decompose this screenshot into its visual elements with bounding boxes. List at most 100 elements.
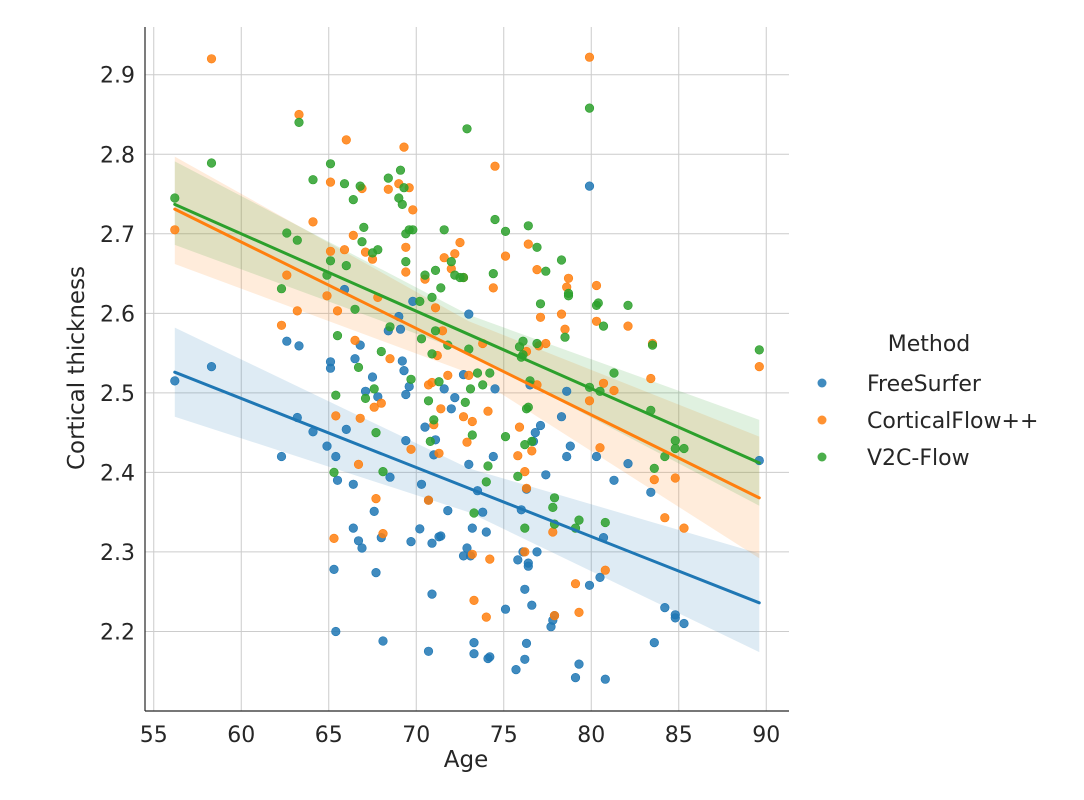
data-point <box>469 637 479 648</box>
data-point <box>406 536 416 547</box>
data-point <box>679 523 689 533</box>
data-point <box>520 547 530 557</box>
data-point <box>430 326 441 336</box>
data-point <box>532 242 542 252</box>
x-tick-label: 55 <box>140 723 168 748</box>
data-point <box>378 528 388 539</box>
data-point <box>530 428 540 438</box>
data-point <box>332 306 343 316</box>
data-point <box>439 253 449 263</box>
data-point <box>329 533 339 544</box>
data-point <box>325 159 336 169</box>
data-point <box>500 226 511 236</box>
regression-line <box>173 370 761 605</box>
x-tick-label: 65 <box>315 723 343 748</box>
data-point <box>591 280 602 291</box>
data-point <box>565 441 575 451</box>
data-point <box>488 283 498 293</box>
x-tick-label: 70 <box>402 723 430 748</box>
data-point <box>574 607 584 618</box>
data-point <box>598 321 609 331</box>
data-point <box>488 451 498 462</box>
data-point <box>532 265 542 275</box>
data-point <box>670 443 680 454</box>
data-point <box>383 184 393 194</box>
data-point <box>371 567 381 578</box>
data-point <box>446 257 456 267</box>
data-point <box>355 181 365 191</box>
data-point <box>427 292 437 303</box>
legend-marker <box>817 378 827 388</box>
data-point <box>371 428 381 438</box>
data-point <box>325 246 336 256</box>
data-point <box>527 600 537 610</box>
data-point <box>584 580 595 590</box>
data-point <box>416 334 427 344</box>
data-point <box>584 103 595 113</box>
data-point <box>623 459 633 469</box>
data-point <box>478 380 488 390</box>
data-points <box>170 52 764 684</box>
data-point <box>415 524 425 534</box>
data-point <box>523 221 533 231</box>
data-point <box>378 636 388 646</box>
regression-line <box>173 202 761 465</box>
data-point <box>282 270 292 280</box>
data-point <box>574 659 584 669</box>
data-point <box>600 674 610 684</box>
data-point <box>357 237 367 247</box>
data-point <box>535 420 546 431</box>
data-point <box>427 589 437 599</box>
data-point <box>371 494 381 504</box>
data-point <box>754 362 764 372</box>
data-point <box>556 255 567 265</box>
data-point <box>535 312 546 322</box>
data-point <box>397 199 407 209</box>
data-point <box>331 451 341 462</box>
data-point <box>348 479 358 489</box>
data-point <box>399 183 409 193</box>
data-point <box>425 436 435 447</box>
data-point <box>483 461 493 471</box>
data-point <box>206 362 217 372</box>
data-point <box>429 415 439 425</box>
data-point <box>478 507 488 517</box>
data-point <box>660 513 670 523</box>
data-point <box>397 356 407 366</box>
data-point <box>574 515 584 525</box>
data-point <box>436 404 446 414</box>
data-point <box>416 479 427 489</box>
data-point <box>490 384 500 394</box>
data-point <box>623 321 633 331</box>
data-point <box>332 331 343 341</box>
data-point <box>322 291 332 301</box>
data-point <box>376 346 386 357</box>
x-tick-label: 85 <box>665 723 693 748</box>
data-point <box>339 245 350 255</box>
data-point <box>548 502 558 513</box>
data-point <box>469 649 479 659</box>
legend-label: FreeSurfer <box>867 372 982 397</box>
data-point <box>355 413 365 423</box>
data-point <box>560 332 570 342</box>
data-point <box>434 448 444 458</box>
data-point <box>423 646 434 656</box>
data-point <box>670 473 680 483</box>
data-point <box>378 467 388 477</box>
data-point <box>609 368 619 378</box>
data-point <box>339 179 350 189</box>
data-point <box>520 467 530 477</box>
data-point <box>423 396 434 406</box>
data-point <box>276 284 287 294</box>
x-tick-label: 75 <box>490 723 518 748</box>
data-point <box>469 595 479 606</box>
data-point <box>647 340 658 350</box>
data-point <box>367 372 378 382</box>
data-point <box>292 235 302 245</box>
data-point <box>591 316 602 326</box>
data-point <box>331 390 341 400</box>
x-axis-label: Age <box>444 747 488 773</box>
data-point <box>308 217 318 227</box>
data-point <box>670 613 680 623</box>
